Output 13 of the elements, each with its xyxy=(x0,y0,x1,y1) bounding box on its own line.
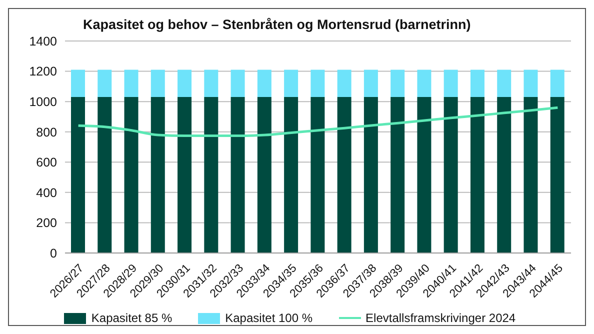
legend-label: Kapasitet 100 % xyxy=(224,311,313,325)
y-tick-label: 600 xyxy=(36,156,58,170)
chart-title: Kapasitet og behov – Stenbråten og Mortensrud (barnetrinn) xyxy=(83,17,471,32)
y-tick-label: 1400 xyxy=(29,34,58,48)
legend-label: Elevtallsframskrivinger 2024 xyxy=(364,311,516,325)
y-tick-label: 1200 xyxy=(29,64,58,79)
y-tick-label: 200 xyxy=(36,216,58,230)
y-tick-label: 0 xyxy=(50,246,58,260)
y-tick-label: 1000 xyxy=(29,95,58,110)
y-tick-label: 800 xyxy=(36,125,58,140)
y-tick-label: 400 xyxy=(36,186,58,200)
legend-label: Kapasitet 85 % xyxy=(90,311,172,325)
line-series xyxy=(77,106,559,138)
